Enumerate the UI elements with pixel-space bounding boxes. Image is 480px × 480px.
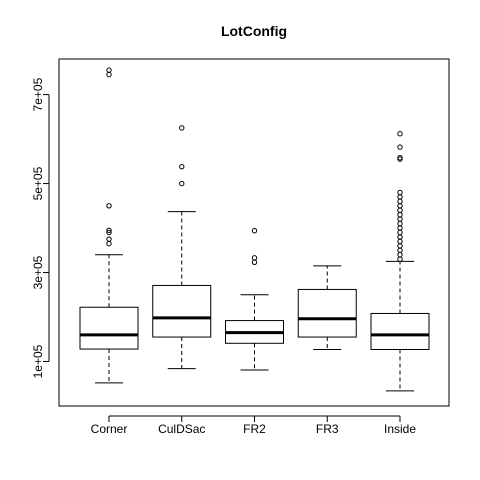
outlier-point	[106, 229, 112, 236]
y-tick-label: 1e+05	[31, 344, 45, 378]
y-tick-label: 3e+05	[31, 255, 45, 289]
outlier-point	[179, 125, 185, 131]
outlier-point	[106, 67, 112, 73]
outlier-point	[397, 144, 403, 150]
outlier-point	[106, 203, 112, 209]
x-tick-label: CulDSac	[158, 422, 205, 436]
x-tick-label: FR2	[243, 422, 266, 436]
outlier-point	[106, 236, 112, 242]
x-tick-label: Corner	[91, 422, 128, 436]
y-tick-label: 5e+05	[31, 166, 45, 200]
box-fr3	[297, 288, 357, 338]
outlier-point	[251, 255, 258, 261]
plot-area: 1e+05 3e+05 5e+05 7e+05 Corner CulDSac FR2 FR3 I…	[31, 58, 450, 436]
x-tick-label: Inside	[384, 422, 416, 436]
x-tick-label: FR3	[316, 422, 339, 436]
outlier-point	[397, 155, 403, 161]
outlier-point	[251, 228, 258, 234]
chart-title: LotConfig	[221, 23, 287, 39]
plot-frame	[58, 58, 450, 407]
outlier-point	[397, 189, 403, 196]
box-inside	[370, 312, 430, 351]
box-corner	[79, 306, 139, 350]
box-culdsac	[152, 284, 212, 338]
outlier-point	[397, 131, 403, 137]
outlier-point	[179, 180, 185, 187]
outlier-point	[106, 227, 112, 233]
y-tick-label: 7e+05	[31, 77, 45, 111]
outlier-point	[179, 163, 185, 170]
